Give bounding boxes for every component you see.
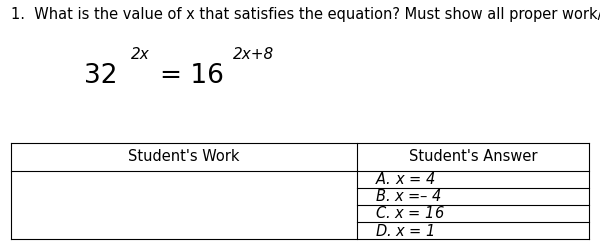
Text: 32: 32 [84,63,118,89]
Text: B. $x$ =– 4: B. $x$ =– 4 [375,188,442,204]
Text: C. $x$ = 16: C. $x$ = 16 [375,205,445,222]
Text: Student's Answer: Student's Answer [409,149,538,164]
Text: Student's Work: Student's Work [128,149,239,164]
Text: 1.  What is the value of x that satisfies the equation? Must show all proper wor: 1. What is the value of x that satisfies… [11,7,600,22]
Text: 2x+8: 2x+8 [233,47,275,61]
Text: A. $x$ = 4: A. $x$ = 4 [375,171,436,187]
Text: 2x: 2x [131,47,149,61]
Text: D. $x$ = 1: D. $x$ = 1 [375,223,435,239]
Text: = 16: = 16 [160,63,223,89]
